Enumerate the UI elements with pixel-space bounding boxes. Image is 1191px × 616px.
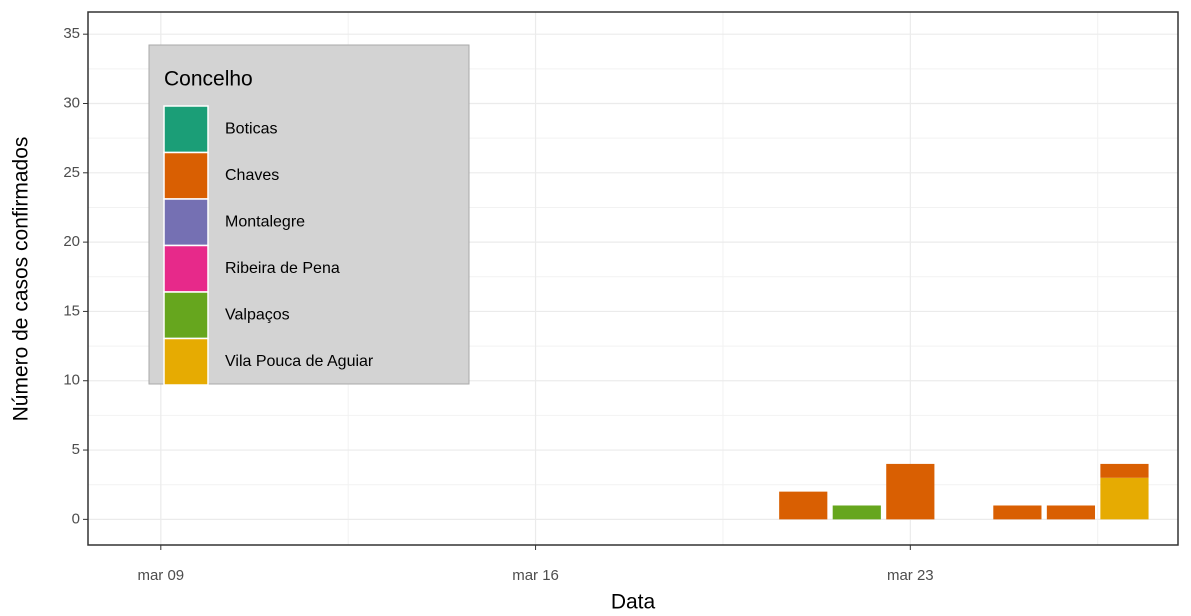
bar [886,463,935,520]
bar [779,491,828,520]
legend-label: Montalegre [225,213,305,230]
y-tick-label: 0 [72,510,80,527]
legend-key [163,337,209,386]
y-tick-label: 20 [63,233,80,250]
legend-label: Ribeira de Pena [225,260,340,277]
x-tick-label: mar 09 [137,567,184,584]
panel-border [87,11,1179,546]
x-tick-label: mar 16 [512,567,559,584]
legend-label: Valpaços [225,306,290,323]
x-axis-title: Data [611,591,656,614]
y-tick-label: 10 [63,372,80,389]
bar [1100,463,1149,478]
y-tick-label: 15 [63,302,80,319]
y-tick-label: 35 [63,25,80,42]
bar [832,505,881,520]
legend-key [163,244,209,293]
legend-label: Chaves [225,167,279,184]
legend-key [163,198,209,247]
legend-title: Concelho [164,68,253,91]
legend-label: Boticas [225,120,277,137]
y-tick-label: 30 [63,94,80,111]
legend-key [163,291,209,340]
legend-key [163,151,209,200]
legend-label: Vila Pouca de Aguiar [225,353,374,370]
y-tick-label: 5 [72,441,80,458]
y-tick-label: 25 [63,164,80,181]
legend: Concelho Boticas Chaves Montalegre Ribeira d… [148,44,470,386]
legend-key [163,105,209,154]
y-axis-title: Número de casos confirmados [10,137,33,422]
bar [1100,477,1149,520]
bar [1046,505,1096,520]
x-tick-label: mar 23 [887,567,934,584]
bar [993,505,1042,520]
